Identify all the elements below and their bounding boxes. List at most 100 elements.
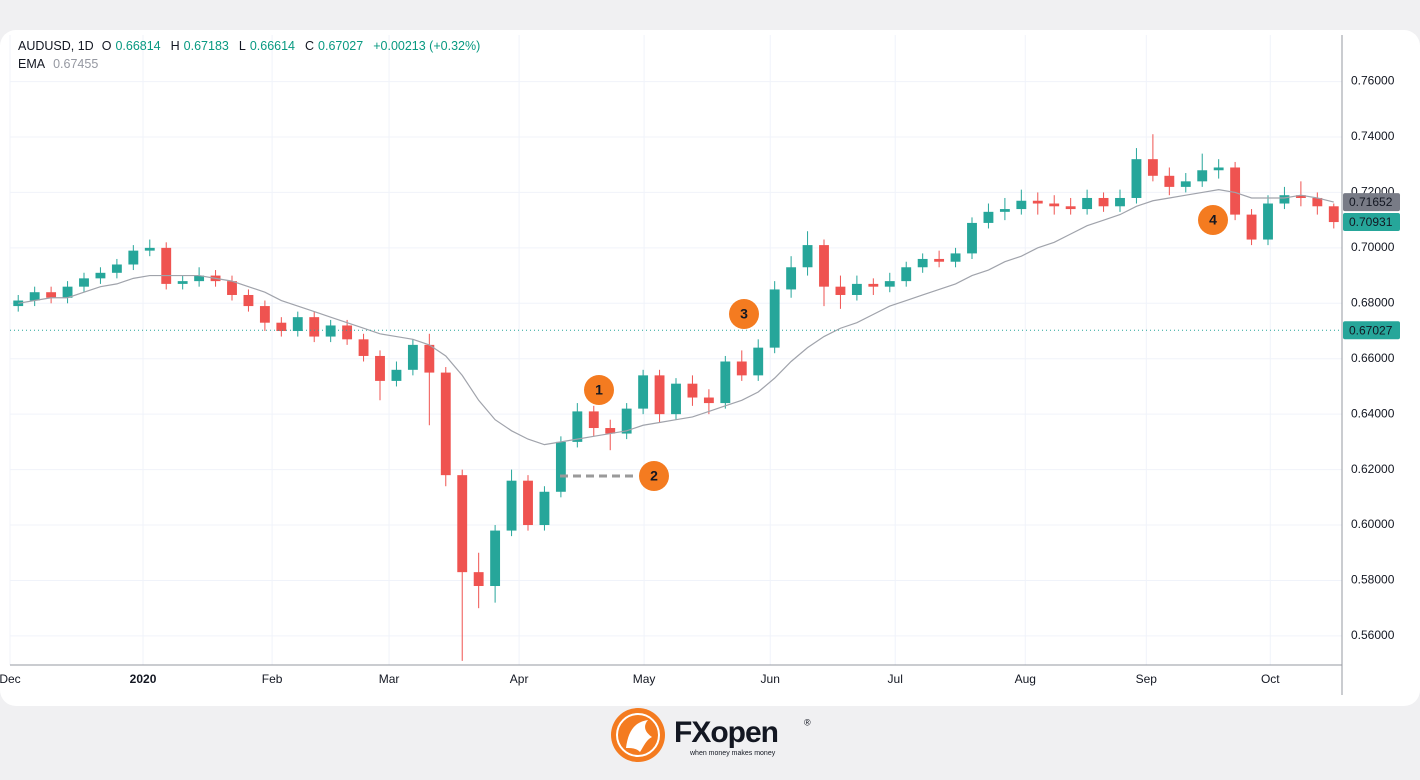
symbol: AUDUSD, 1D: [18, 39, 94, 53]
candle-body: [358, 339, 369, 356]
candle-body: [457, 475, 468, 573]
x-tick-label: Feb: [262, 672, 283, 686]
price-tag-label: 0.70931: [1349, 215, 1393, 229]
candle-body: [1131, 159, 1142, 198]
candle-body: [523, 480, 533, 526]
y-tick-label: 0.58000: [1351, 573, 1395, 587]
ema-name: EMA: [18, 57, 46, 71]
candle-body: [802, 245, 813, 268]
candle-body: [703, 397, 714, 404]
l-value: 0.66614: [249, 39, 295, 53]
candle-body: [490, 530, 501, 587]
candle-body: [1295, 195, 1306, 198]
candle-body: [407, 344, 418, 370]
candle-body: [111, 264, 122, 273]
logo-tagline: when money makes money: [689, 750, 776, 757]
o-value: 0.66814: [115, 39, 161, 53]
y-tick-label: 0.74000: [1351, 129, 1395, 143]
candle-body: [473, 572, 484, 587]
candle-body: [1065, 206, 1076, 210]
h-label: H: [170, 39, 180, 53]
logo-lion: [626, 720, 652, 752]
annotation-marker: [1198, 205, 1228, 235]
x-tick-label: 2020: [130, 672, 157, 686]
price-tag: [1343, 321, 1400, 340]
candle-body: [753, 347, 764, 376]
candle-body: [621, 408, 632, 434]
annotation-marker: [639, 461, 669, 491]
candle-body: [1115, 197, 1125, 207]
chart-card: [0, 30, 1420, 706]
ema-header: EMA 0.67455: [18, 57, 98, 71]
y-tick-label: 0.62000: [1351, 462, 1395, 476]
candle-body: [95, 272, 106, 279]
candle-body: [638, 375, 649, 409]
candle-body: [243, 294, 254, 307]
candle-body: [29, 292, 40, 301]
annotation-label: 3: [740, 306, 748, 322]
annotations: 1 2 3 4: [560, 205, 1228, 491]
candle-body: [851, 283, 862, 295]
candle-body: [786, 267, 797, 290]
x-tick-label: Aug: [1015, 672, 1036, 686]
candle-body: [967, 222, 977, 254]
candle-body: [1263, 203, 1273, 240]
candle-body: [292, 317, 303, 332]
candle-body: [917, 258, 928, 268]
candle-body: [506, 480, 517, 531]
ema-line: [18, 189, 1334, 446]
candle-body: [1164, 175, 1175, 187]
candle-body: [391, 369, 402, 381]
annotation-label: 4: [1209, 212, 1217, 228]
candle-body: [325, 325, 336, 337]
candle-body: [276, 322, 287, 332]
candle-body: [605, 428, 616, 434]
candle-body: [1180, 181, 1191, 187]
logo-brand: FXopen: [674, 716, 778, 749]
change: +0.00213 (+0.32%): [373, 39, 481, 53]
c-label: C: [305, 39, 315, 53]
candle-body: [227, 281, 237, 295]
x-tick-label: Dec: [0, 672, 21, 686]
candle-body: [194, 275, 205, 282]
candle-body: [375, 355, 385, 381]
x-tick-label: Mar: [379, 672, 400, 686]
price-tag-label: 0.67027: [1349, 323, 1393, 337]
candle-body: [1049, 203, 1060, 207]
candle-body: [1213, 167, 1224, 171]
candle-body: [572, 411, 583, 442]
y-tick-label: 0.64000: [1351, 406, 1395, 420]
candle-body: [884, 281, 895, 287]
candle-body: [671, 383, 681, 415]
x-tick-label: Jul: [888, 672, 903, 686]
l-label: L: [238, 39, 246, 53]
candle-body: [999, 209, 1010, 212]
candle-body: [1098, 197, 1109, 207]
candle-body: [62, 286, 73, 298]
grid: [9, 35, 1342, 665]
candle-body: [1312, 197, 1323, 207]
candle-body: [1246, 214, 1257, 240]
logo-registered: ®: [804, 717, 811, 727]
y-tick-label: 0.70000: [1351, 240, 1395, 254]
candle-body: [539, 491, 550, 526]
candle-body: [901, 267, 912, 282]
annotation-label: 2: [650, 468, 658, 484]
candle-body: [440, 372, 451, 476]
candle-body: [1279, 195, 1290, 204]
candle-body: [1147, 159, 1158, 176]
annotation-marker: [584, 375, 614, 405]
y-tick-label: 0.66000: [1351, 351, 1395, 365]
candle-body: [259, 306, 270, 323]
candle-body: [342, 325, 353, 340]
logo: FXopen ® when money makes money: [611, 708, 811, 762]
candle-body: [835, 286, 846, 295]
plot-area: [10, 134, 1342, 661]
candle-body: [555, 441, 566, 492]
y-tick-label: 0.56000: [1351, 628, 1395, 642]
x-tick-label: Sep: [1136, 672, 1158, 686]
candle-body: [1197, 170, 1208, 182]
candle-body: [1032, 200, 1043, 204]
